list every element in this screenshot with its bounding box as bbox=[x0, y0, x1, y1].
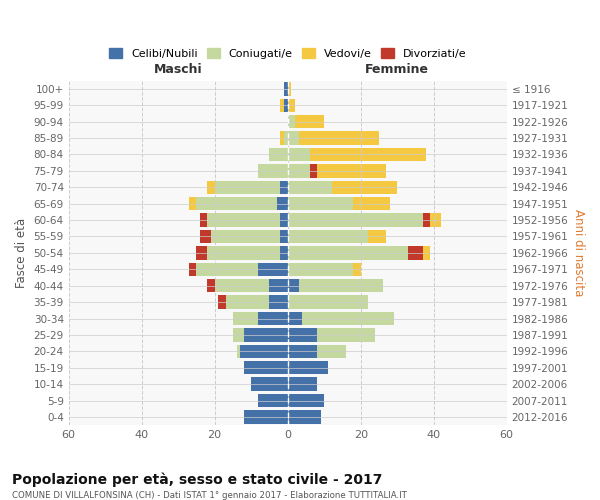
Text: Maschi: Maschi bbox=[154, 62, 202, 76]
Bar bbox=[208, 214, 280, 227]
Bar bbox=[269, 279, 287, 292]
Bar bbox=[287, 214, 423, 227]
Bar bbox=[259, 262, 287, 276]
Bar bbox=[310, 148, 427, 161]
Bar bbox=[215, 180, 280, 194]
Text: COMUNE DI VILLALFONSINA (CH) - Dati ISTAT 1° gennaio 2017 - Elaborazione TUTTITA: COMUNE DI VILLALFONSINA (CH) - Dati ISTA… bbox=[12, 491, 407, 500]
Bar bbox=[280, 98, 284, 112]
Bar bbox=[236, 344, 240, 358]
Bar bbox=[233, 312, 259, 325]
Bar bbox=[280, 246, 287, 260]
Bar bbox=[287, 82, 292, 96]
Bar bbox=[287, 164, 310, 177]
Bar bbox=[196, 246, 208, 260]
Bar bbox=[189, 262, 196, 276]
Bar bbox=[287, 262, 353, 276]
Bar bbox=[317, 164, 386, 177]
Bar bbox=[287, 230, 368, 243]
Bar bbox=[200, 214, 208, 227]
Bar bbox=[310, 164, 317, 177]
Bar bbox=[244, 410, 287, 424]
Text: Femmine: Femmine bbox=[365, 62, 429, 76]
Bar bbox=[331, 180, 397, 194]
Bar bbox=[287, 312, 302, 325]
Bar bbox=[277, 197, 287, 210]
Bar bbox=[287, 132, 299, 145]
Bar bbox=[233, 328, 244, 342]
Bar bbox=[430, 214, 441, 227]
Bar bbox=[408, 246, 423, 260]
Bar bbox=[423, 214, 430, 227]
Bar bbox=[269, 296, 287, 309]
Legend: Celibi/Nubili, Coniugati/e, Vedovi/e, Divorziati/e: Celibi/Nubili, Coniugati/e, Vedovi/e, Di… bbox=[106, 45, 470, 62]
Y-axis label: Anni di nascita: Anni di nascita bbox=[572, 209, 585, 296]
Bar bbox=[244, 328, 287, 342]
Bar bbox=[269, 148, 287, 161]
Y-axis label: Fasce di età: Fasce di età bbox=[15, 218, 28, 288]
Bar bbox=[280, 132, 284, 145]
Bar bbox=[287, 410, 320, 424]
Bar bbox=[295, 115, 324, 128]
Bar bbox=[287, 378, 317, 391]
Bar bbox=[317, 328, 376, 342]
Bar bbox=[226, 296, 269, 309]
Bar bbox=[251, 378, 287, 391]
Bar bbox=[302, 312, 394, 325]
Bar bbox=[259, 164, 287, 177]
Text: Popolazione per età, sesso e stato civile - 2017: Popolazione per età, sesso e stato civil… bbox=[12, 472, 382, 487]
Bar bbox=[287, 148, 310, 161]
Bar bbox=[208, 246, 280, 260]
Bar bbox=[287, 197, 353, 210]
Bar bbox=[287, 246, 408, 260]
Bar bbox=[287, 328, 317, 342]
Bar bbox=[208, 279, 215, 292]
Bar bbox=[240, 344, 287, 358]
Bar bbox=[353, 197, 390, 210]
Bar bbox=[280, 180, 287, 194]
Bar bbox=[196, 197, 277, 210]
Bar bbox=[287, 361, 328, 374]
Bar bbox=[287, 180, 331, 194]
Bar bbox=[189, 197, 196, 210]
Bar bbox=[284, 132, 287, 145]
Bar bbox=[284, 82, 287, 96]
Bar bbox=[317, 344, 346, 358]
Bar bbox=[287, 279, 299, 292]
Bar bbox=[299, 279, 383, 292]
Bar bbox=[287, 98, 295, 112]
Bar bbox=[244, 361, 287, 374]
Bar bbox=[259, 312, 287, 325]
Bar bbox=[287, 344, 317, 358]
Bar bbox=[218, 296, 226, 309]
Bar bbox=[353, 262, 361, 276]
Bar bbox=[423, 246, 430, 260]
Bar bbox=[196, 262, 259, 276]
Bar bbox=[284, 98, 287, 112]
Bar bbox=[287, 296, 368, 309]
Bar bbox=[287, 115, 295, 128]
Bar bbox=[259, 394, 287, 407]
Bar bbox=[368, 230, 386, 243]
Bar bbox=[200, 230, 211, 243]
Bar bbox=[299, 132, 379, 145]
Bar bbox=[215, 279, 269, 292]
Bar bbox=[280, 230, 287, 243]
Bar bbox=[211, 230, 280, 243]
Bar bbox=[208, 180, 215, 194]
Bar bbox=[287, 394, 324, 407]
Bar bbox=[280, 214, 287, 227]
